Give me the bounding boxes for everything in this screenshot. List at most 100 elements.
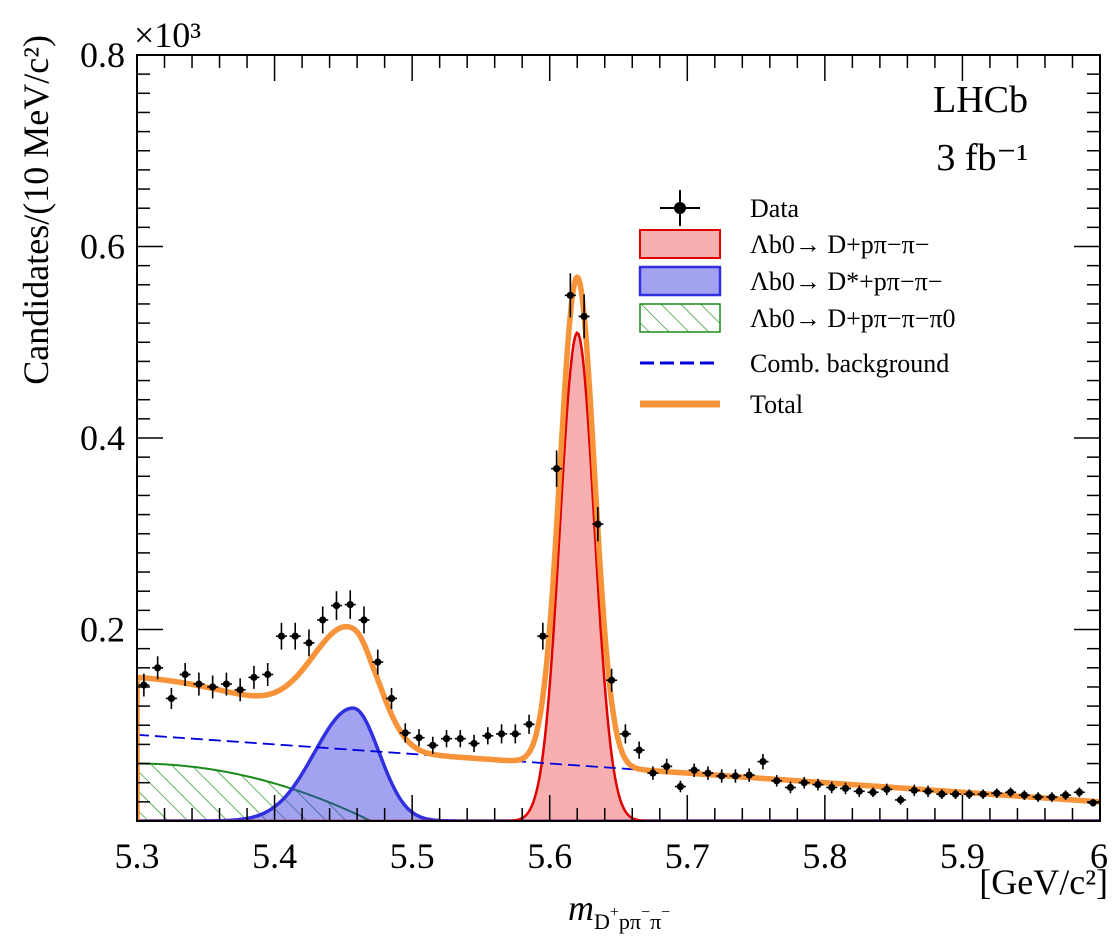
data-point: [248, 665, 260, 689]
data-point: [427, 736, 439, 754]
legend-signal-swatch: [639, 229, 721, 259]
data-marker: [511, 730, 519, 738]
data-point: [551, 450, 563, 487]
data-point: [454, 730, 466, 748]
data-marker: [195, 680, 203, 688]
data-marker: [594, 520, 602, 528]
data-point: [220, 672, 232, 696]
data-marker: [649, 769, 657, 777]
data-marker: [140, 681, 148, 689]
data-marker: [154, 664, 162, 672]
data-marker: [332, 601, 341, 610]
data-point: [234, 678, 246, 702]
data-marker: [209, 683, 217, 691]
y-tick-label: 0.6: [80, 227, 125, 267]
data-point: [771, 775, 783, 787]
data-marker: [181, 670, 189, 679]
data-marker: [608, 676, 616, 684]
data-point: [716, 769, 728, 783]
signal-component-line: [137, 330, 1100, 821]
data-point: [784, 781, 796, 794]
x-axis-unit: [GeV/c²]: [979, 862, 1108, 902]
data-point: [523, 714, 535, 734]
x-axis-title: mD+pπ−π−: [568, 888, 670, 934]
data-marker: [663, 762, 671, 771]
y-tick-label: 0.2: [80, 610, 125, 650]
legend-item-comb: Comb. background: [640, 349, 949, 378]
data-marker: [800, 779, 808, 787]
data-point: [193, 672, 205, 696]
legend-item-pi0: Λb0→ D+pπ−π−π0: [639, 303, 956, 333]
data-marker: [745, 771, 753, 779]
data-point: [619, 724, 631, 744]
data-marker: [497, 730, 506, 738]
data-point: [179, 663, 191, 686]
y-tick-label: 0.4: [80, 418, 125, 458]
x-tick-label: 5.6: [527, 836, 572, 876]
dstar-component-fill: [137, 708, 1100, 821]
legend-label-comb: Comb. background: [750, 349, 949, 378]
data-marker: [993, 789, 1001, 797]
data-marker: [470, 739, 478, 748]
data-marker: [319, 616, 327, 624]
dstar-component-line: [137, 706, 1100, 821]
data-point: [936, 789, 948, 799]
data-marker: [429, 741, 437, 749]
data-marker: [291, 632, 299, 640]
experiment-label: LHCb: [933, 79, 1028, 121]
data-point: [1032, 792, 1044, 802]
legend-item-signal: Λb0→ D+pπ−π−: [639, 229, 929, 259]
data-point: [839, 782, 851, 795]
data-point: [138, 673, 150, 697]
data-marker: [731, 772, 740, 780]
data-point: [1046, 792, 1058, 802]
data-point: [991, 788, 1003, 799]
data-point: [702, 766, 714, 780]
data-points: [138, 273, 1099, 807]
data-point: [386, 687, 398, 709]
data-marker: [621, 730, 629, 738]
data-marker: [814, 781, 822, 789]
data-marker: [374, 658, 382, 666]
data-point: [441, 730, 453, 748]
luminosity-label: 3 fb⁻¹: [936, 137, 1028, 179]
data-point: [950, 789, 962, 799]
data-point: [303, 629, 315, 657]
data-marker: [222, 680, 231, 688]
data-marker: [910, 786, 918, 794]
data-marker: [676, 782, 685, 791]
data-point: [674, 780, 686, 793]
legend-label-data: Data: [750, 194, 800, 223]
data-marker: [360, 616, 368, 624]
data-point: [592, 506, 604, 542]
axes: 5.3 5.4 5.5 5.6 5.7 5.8 5.9 6 0.2 0.4 0.6 0.8: [80, 35, 1108, 876]
data-marker: [951, 790, 960, 798]
data-marker: [759, 758, 767, 766]
data-point: [963, 789, 975, 799]
data-marker: [1048, 793, 1056, 801]
data-marker: [1034, 793, 1042, 801]
data-marker: [635, 746, 643, 754]
data-marker: [1089, 799, 1097, 807]
data-point: [399, 723, 411, 743]
data-marker: [828, 783, 836, 792]
data-point: [372, 649, 384, 675]
data-marker: [442, 735, 451, 743]
data-marker: [704, 769, 712, 777]
data-marker: [346, 601, 354, 609]
data-marker: [1020, 791, 1028, 799]
x-tick-label: 5.3: [115, 836, 160, 876]
data-point: [908, 784, 920, 797]
data-marker: [841, 784, 850, 793]
legend-label-pi0: Λb0→ D+pπ−π−π0: [750, 304, 956, 333]
data-marker: [855, 787, 863, 795]
data-marker: [250, 673, 258, 681]
data-point: [1018, 790, 1030, 800]
data-point: [881, 783, 893, 796]
data-marker: [167, 694, 175, 703]
data-point: [661, 758, 673, 775]
data-marker: [552, 465, 561, 473]
data-point: [1060, 790, 1072, 800]
data-point: [537, 622, 549, 650]
pi0-component-fill: [137, 763, 371, 821]
